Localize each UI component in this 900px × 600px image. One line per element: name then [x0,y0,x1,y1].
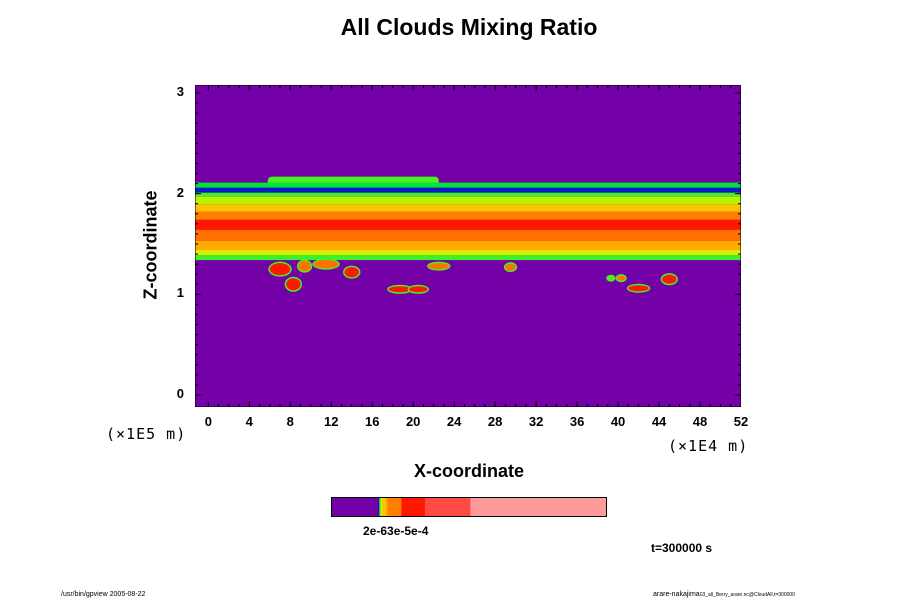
colorbar-segment [377,497,380,517]
cloud-layer-band [195,229,741,241]
colorbar [331,497,607,517]
x-tick-label: 48 [692,414,708,429]
cloud-blob [313,260,339,269]
time-label: t=300000 s [651,541,713,555]
y-tick-label: 1 [176,285,184,301]
x-tick-label: 32 [528,414,544,429]
x-tick-label: 4 [245,414,253,429]
x-tick-label: 36 [569,414,585,429]
colorbar-segment [424,497,471,517]
footer-right: arare-nakajima03_all_Berry_arare.nc@Clou… [653,591,795,598]
colorbar-segment [401,497,426,517]
x-tick-label: 28 [487,414,503,429]
cloud-blob [617,275,626,281]
colorbar-segment [382,497,387,517]
x-tick-label: 12 [324,414,339,429]
cloud-blob [344,267,359,278]
cloud-blob [269,263,291,276]
cloud-layer-band [195,196,741,205]
cloud-layer-band [195,219,741,230]
colorbar-segment [331,497,379,517]
x-unit-label: (×1E4 m) [668,437,749,455]
x-tick-label: 20 [405,414,421,429]
colorbar-segment [380,497,383,517]
x-tick-label: 40 [610,414,626,429]
y-tick-label: 2 [176,184,184,200]
cloud-blob [286,278,301,291]
x-axis-label: X-coordinate [413,461,524,481]
footer-left: /usr/bin/gpview 2005-08-22 [61,591,146,598]
cloud-blob [505,263,516,271]
cloud-layer-band [195,211,741,220]
cloud-blob [628,285,649,292]
plot-area [195,85,741,407]
y-tick-label: 0 [176,385,184,401]
cloud-layer-band [195,192,741,197]
chart-title: All Clouds Mixing Ratio [340,14,598,40]
footer-right-small: 03_all_Berry_arare.nc@CloudAll,t=300000 [699,592,795,598]
x-tick-label: 8 [286,414,294,429]
cloud-blob [607,276,614,281]
cloud-layer-band [195,187,741,194]
x-tick-label: 16 [364,414,380,429]
cloud-blob [388,286,412,293]
y-tick-label: 3 [176,84,184,100]
colorbar-segment [379,497,381,517]
cloud-layer-band [195,204,741,212]
cloud-blob [428,263,450,270]
cloud-layer-band [195,240,741,251]
y-unit-label: (×1E5 m) [106,425,187,443]
y-axis-label: Z-coordinate [140,190,161,300]
x-tick-label: 0 [204,414,212,429]
colorbar-segment [385,497,388,517]
colorbar-tick-label: 2e-63e-5e-4 [363,524,429,538]
colorbar-segment [470,497,607,517]
x-tick-label: 44 [651,414,667,429]
cloud-blob [298,261,311,272]
colorbar-segment [387,497,402,517]
x-tick-label: 24 [446,414,462,429]
footer-right-main: arare-nakajima [653,591,700,598]
cloud-layer-band [195,255,741,261]
x-tick-label: 52 [733,414,749,429]
cloud-blob [662,274,677,284]
cloud-blob [409,286,428,293]
cloud-layer-band [195,250,741,256]
